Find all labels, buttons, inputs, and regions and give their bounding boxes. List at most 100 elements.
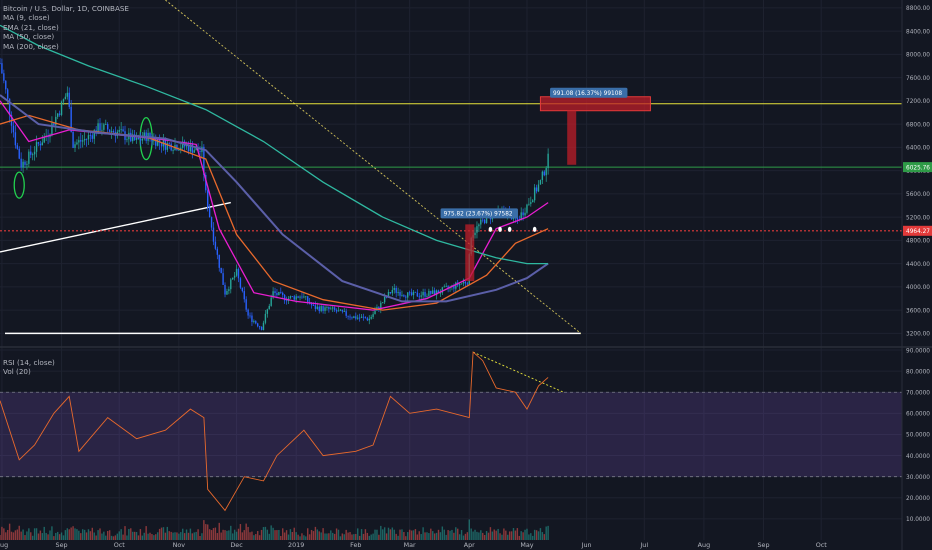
- volume-bar: [168, 531, 170, 540]
- candle-body: [439, 292, 442, 294]
- time-tick-label: Aug: [698, 541, 710, 549]
- volume-bar: [128, 528, 130, 540]
- time-tick-label: Sep: [56, 541, 68, 549]
- time-tick-label: Jun: [581, 541, 592, 549]
- candle-body: [537, 184, 540, 192]
- candle-body: [178, 149, 180, 151]
- volume-bar: [258, 535, 261, 540]
- volume-bar: [501, 534, 503, 540]
- volume-bar: [468, 519, 470, 540]
- volume-bar: [397, 535, 399, 540]
- volume-bar: [389, 529, 392, 540]
- volume-bar: [145, 526, 147, 540]
- candle-body: [533, 187, 536, 201]
- price-tick-label: 8400.00: [906, 29, 930, 35]
- volume-bar: [455, 527, 457, 540]
- candle-body: [39, 143, 42, 146]
- volume-bar: [487, 532, 490, 540]
- candle-body: [51, 123, 53, 135]
- candle-body: [443, 286, 445, 288]
- candle-body: [480, 219, 482, 225]
- legend-ma9[interactable]: MA (9, close): [3, 13, 50, 23]
- candle-body: [168, 143, 170, 144]
- volume-bar: [99, 528, 101, 540]
- legend-ema21[interactable]: EMA (21, close): [3, 22, 59, 32]
- candle-body: [26, 163, 28, 165]
- candle-body: [199, 151, 201, 153]
- volume-bar: [41, 533, 44, 540]
- volume-bar: [107, 530, 109, 540]
- volume-bar: [282, 528, 284, 540]
- candle-body: [295, 296, 297, 300]
- volume-bar: [493, 529, 495, 540]
- volume-bar: [328, 533, 330, 540]
- volume-bar: [5, 532, 7, 540]
- volume-bar: [291, 532, 294, 540]
- candle-body: [93, 130, 95, 139]
- time-tick-label: Jul: [639, 541, 648, 549]
- volume-bar: [378, 534, 380, 540]
- volume-bar: [478, 532, 480, 540]
- candle-body: [339, 309, 342, 311]
- candle-body: [78, 140, 80, 143]
- volume-bar: [308, 534, 311, 540]
- volume-bar: [287, 534, 290, 540]
- legend-ma200[interactable]: MA (200, close): [3, 41, 59, 51]
- candle-body: [349, 316, 351, 318]
- volume-bar: [474, 529, 476, 540]
- candle-body: [355, 316, 357, 319]
- candle-body: [437, 290, 440, 294]
- volume-bar: [414, 529, 417, 540]
- volume-bar: [322, 528, 324, 540]
- volume-bar: [218, 522, 220, 540]
- candle-body: [135, 137, 138, 140]
- volume-bar: [16, 529, 19, 540]
- volume-bar: [80, 533, 82, 540]
- candle-body: [76, 142, 78, 145]
- volume-bar: [0, 535, 1, 540]
- rsi-tick-label: 90.0000: [906, 348, 930, 354]
- price-legend: Bitcoin / U.S. Dollar, 1D, COINBASE MA (…: [3, 4, 129, 51]
- measure-label-bg: [440, 208, 518, 219]
- candle-body: [37, 142, 40, 144]
- candle-body: [520, 212, 522, 220]
- candle-body: [364, 317, 367, 319]
- candle-body: [316, 306, 319, 309]
- volume-bar: [139, 529, 142, 540]
- candle-body: [16, 145, 19, 149]
- volume-bar: [432, 531, 434, 540]
- candle-body: [83, 138, 86, 141]
- volume-bar: [14, 530, 17, 540]
- candle-body: [0, 63, 1, 64]
- volume-bar: [251, 531, 253, 540]
- legend-rsi[interactable]: RSI (14, close): [3, 358, 55, 367]
- volume-bar: [353, 534, 355, 540]
- candle-body: [58, 113, 61, 115]
- volume-bar: [495, 530, 497, 540]
- legend-volume[interactable]: Vol (20): [3, 367, 31, 377]
- candle-body: [343, 311, 345, 312]
- volume-bar: [382, 529, 384, 540]
- candle-body: [330, 308, 332, 310]
- rsi-tick-label: 60.0000: [906, 412, 930, 418]
- candle-body: [182, 141, 184, 148]
- volume-bar: [410, 530, 413, 540]
- volume-bar: [60, 532, 63, 540]
- candle-body: [312, 305, 315, 307]
- candle-body: [414, 291, 417, 293]
- candle-body: [430, 290, 432, 294]
- candle-body: [3, 73, 5, 81]
- volume-bar: [51, 526, 53, 540]
- candle-body: [270, 297, 272, 306]
- legend-ma50[interactable]: MA (50, close): [3, 32, 55, 42]
- volume-bar: [31, 535, 34, 540]
- annotations: 975.82 (23.67%) 97582 991.08 (16.37%) 991…: [440, 87, 651, 282]
- candle-body: [547, 153, 549, 169]
- volume-bar: [193, 532, 195, 540]
- time-tick-label: Mar: [404, 541, 416, 549]
- candle-body: [482, 219, 484, 221]
- candle-body: [205, 174, 207, 191]
- volume-bar: [462, 535, 465, 540]
- volume-bar: [383, 527, 386, 540]
